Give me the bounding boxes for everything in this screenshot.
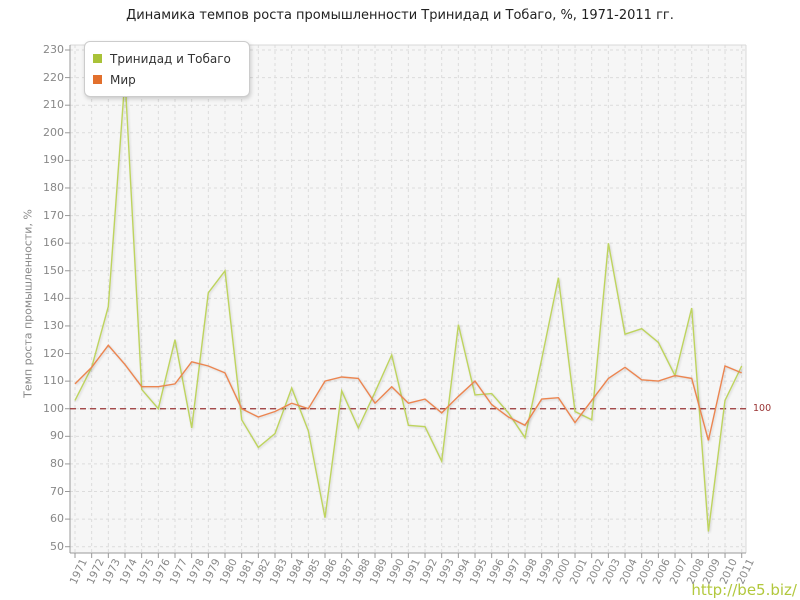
y-tick-label: 220 <box>43 70 64 84</box>
legend-label: Мир <box>110 72 136 87</box>
legend: Тринидад и Тобаго Мир <box>84 41 250 97</box>
y-tick-label: 170 <box>43 208 64 222</box>
y-tick-label: 120 <box>43 346 64 360</box>
legend-label: Тринидад и Тобаго <box>110 51 231 66</box>
y-tick-label: 80 <box>50 456 64 470</box>
y-tick-label: 180 <box>43 180 64 194</box>
y-tick-label: 110 <box>43 374 64 388</box>
legend-item-trinidad: Тринидад и Тобаго <box>93 48 241 69</box>
legend-swatch-world-icon <box>93 75 102 84</box>
y-tick-label: 230 <box>43 43 64 56</box>
legend-item-world: Мир <box>93 69 241 90</box>
y-tick-label: 90 <box>50 429 64 443</box>
y-tick-label: 140 <box>43 291 64 305</box>
y-tick-label: 150 <box>43 263 64 277</box>
legend-swatch-trinidad-icon <box>93 54 102 63</box>
y-tick-label: 70 <box>50 484 64 498</box>
y-tick-label: 190 <box>43 153 64 167</box>
y-tick-label: 100 <box>43 401 64 415</box>
y-tick-label: 210 <box>43 98 64 112</box>
watermark-link[interactable]: http://be5.biz/ <box>685 581 800 600</box>
y-axis-title: Темп роста промышленности, % <box>21 209 35 398</box>
y-tick-label: 130 <box>43 318 64 332</box>
y-tick-label: 160 <box>43 236 64 250</box>
y-tick-label: 50 <box>50 539 64 553</box>
series-line-world <box>74 344 742 441</box>
series-line-trinidad <box>74 77 743 532</box>
y-tick-label: 60 <box>50 512 64 526</box>
reference-line-label: 100 <box>753 402 772 414</box>
chart-title: Динамика темпов роста промышленности Три… <box>126 8 674 23</box>
y-tick-label: 200 <box>43 125 64 139</box>
